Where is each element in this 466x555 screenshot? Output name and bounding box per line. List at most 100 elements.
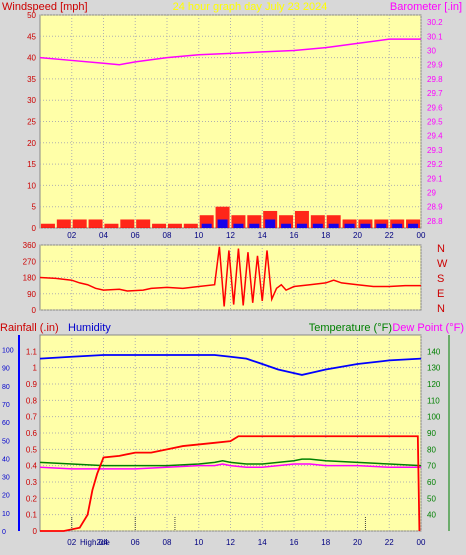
y-tick-label: 45 (27, 32, 36, 41)
gust-bar (376, 223, 387, 228)
x-tick-label: 08 (163, 538, 172, 547)
wind-direction-grid (40, 244, 422, 311)
windspeed-bar (136, 219, 151, 228)
temperature-axis-title: Temperature (°F) (309, 322, 392, 334)
x-tick-label: 20 (353, 538, 362, 547)
windspeed-bar (40, 223, 55, 228)
y-right-tick-label: 29 (427, 189, 436, 198)
windspeed-bar (72, 219, 87, 228)
y-tick-label: 0 (32, 224, 37, 233)
windspeed-bar (120, 219, 135, 228)
windspeed-bar (152, 223, 167, 228)
barometer-line (39, 38, 421, 66)
wind-direction-marks (39, 246, 421, 307)
windspeed-bar (88, 219, 103, 228)
y-right-tick-label: 28.9 (427, 203, 443, 212)
x-tick-label: 06 (131, 538, 140, 547)
x-tick-label: 14 (258, 231, 267, 240)
temperature-tick-label: 140 (427, 347, 441, 356)
y-right-tick-label: 29.1 (427, 174, 443, 183)
rainfall-tick-label: 0.6 (26, 429, 38, 438)
compass-label: N (437, 303, 445, 315)
dewpoint-line (39, 463, 421, 470)
annotation-label: High2de (80, 538, 110, 547)
gust-bar (312, 223, 323, 228)
windspeed-bar (374, 219, 389, 228)
humidity-tick-label: 50 (2, 438, 10, 445)
y-right-tick-label: 29.2 (427, 160, 443, 169)
wind-barometer-grid (40, 14, 422, 229)
gust-bar (281, 223, 292, 228)
y-tick-label: 10 (27, 181, 36, 190)
rainfall-tick-label: 0.8 (26, 396, 38, 405)
y-right-tick-label: 30.2 (427, 18, 443, 27)
compass-label: W (437, 258, 448, 270)
y-tick-label: 270 (23, 257, 37, 266)
y-right-tick-label: 29.7 (427, 89, 443, 98)
y-tick-label: 180 (23, 274, 37, 283)
y-right-tick-label: 29.5 (427, 118, 443, 127)
y-tick-label: 50 (27, 11, 36, 20)
rainfall-tick-label: 1 (33, 364, 38, 373)
wind-barometer-marks (39, 38, 421, 228)
humidity-tick-label: 40 (2, 456, 10, 463)
x-tick-label: 02 (67, 538, 76, 547)
humidity-tick-label: 0 (2, 529, 6, 536)
humidity-tick-label: 90 (2, 366, 10, 373)
rainfall-tick-label: 0.7 (26, 413, 38, 422)
x-tick-label: 00 (417, 538, 426, 547)
y-right-tick-label: 28.8 (427, 217, 443, 226)
x-tick-label: 22 (385, 538, 394, 547)
y-right-tick-label: 30 (427, 47, 436, 56)
windspeed-bar (342, 219, 357, 228)
windspeed-axis-title: Windspeed [mph] (2, 1, 88, 13)
gust-bar (201, 223, 212, 228)
humidity-tick-label: 30 (2, 475, 10, 482)
humidity-axis-title: Humidity (68, 322, 111, 334)
temperature-tick-label: 60 (427, 478, 436, 487)
gust-bar (344, 223, 355, 228)
rainfall-tick-label: 1.1 (26, 347, 38, 356)
compass-label: E (437, 288, 444, 300)
x-tick-label: 12 (226, 231, 235, 240)
rainfall-tick-label: 0.9 (26, 380, 38, 389)
rainfall-tick-label: 0.2 (26, 494, 38, 503)
x-tick-label: 18 (321, 538, 330, 547)
temperature-tick-label: 40 (427, 511, 436, 520)
y-tick-label: 30 (27, 96, 36, 105)
y-tick-label: 15 (27, 160, 36, 169)
temperature-tick-label: 90 (427, 429, 436, 438)
dewpoint-axis-title: Dew Point (°F) (392, 322, 464, 334)
windspeed-bar (390, 219, 405, 228)
y-tick-label: 5 (32, 203, 37, 212)
x-tick-label: 14 (258, 538, 267, 547)
rainfall-axis-title: Rainfall (.in) (0, 322, 59, 334)
gust-bar (249, 223, 260, 228)
humidity-tick-label: 80 (2, 384, 10, 391)
y-tick-label: 0 (32, 306, 37, 315)
temperature-tick-label: 100 (427, 413, 441, 422)
y-right-tick-label: 29.9 (427, 61, 443, 70)
rainfall-tick-label: 0.4 (26, 462, 38, 471)
temp-humidity-grid (40, 335, 422, 532)
temperature-line (39, 458, 422, 467)
gust-bar (392, 223, 403, 228)
chart-title: 24 hour graph day July 23 2024 (173, 1, 328, 13)
y-tick-label: 20 (27, 139, 36, 148)
y-tick-label: 40 (27, 54, 36, 63)
x-tick-label: 04 (99, 538, 108, 547)
humidity-tick-label: 70 (2, 402, 10, 409)
rainfall-tick-label: 0.1 (26, 511, 38, 520)
x-tick-label: 20 (353, 231, 362, 240)
x-tick-label: 04 (99, 231, 108, 240)
humidity-tick-label: 100 (2, 348, 14, 355)
y-right-tick-label: 29.4 (427, 132, 443, 141)
x-tick-label: 06 (131, 231, 140, 240)
y-tick-label: 35 (27, 75, 36, 84)
temp-humidity-axes: 02 04 06 08 10 12 14 16 18 20 22 0000.10.20.30.40.5… (2, 335, 450, 547)
temperature-tick-label: 130 (427, 364, 441, 373)
rainfall-tick-label: 0.5 (26, 445, 38, 454)
x-tick-label: 08 (163, 231, 172, 240)
y-right-tick-label: 30.1 (427, 32, 443, 41)
